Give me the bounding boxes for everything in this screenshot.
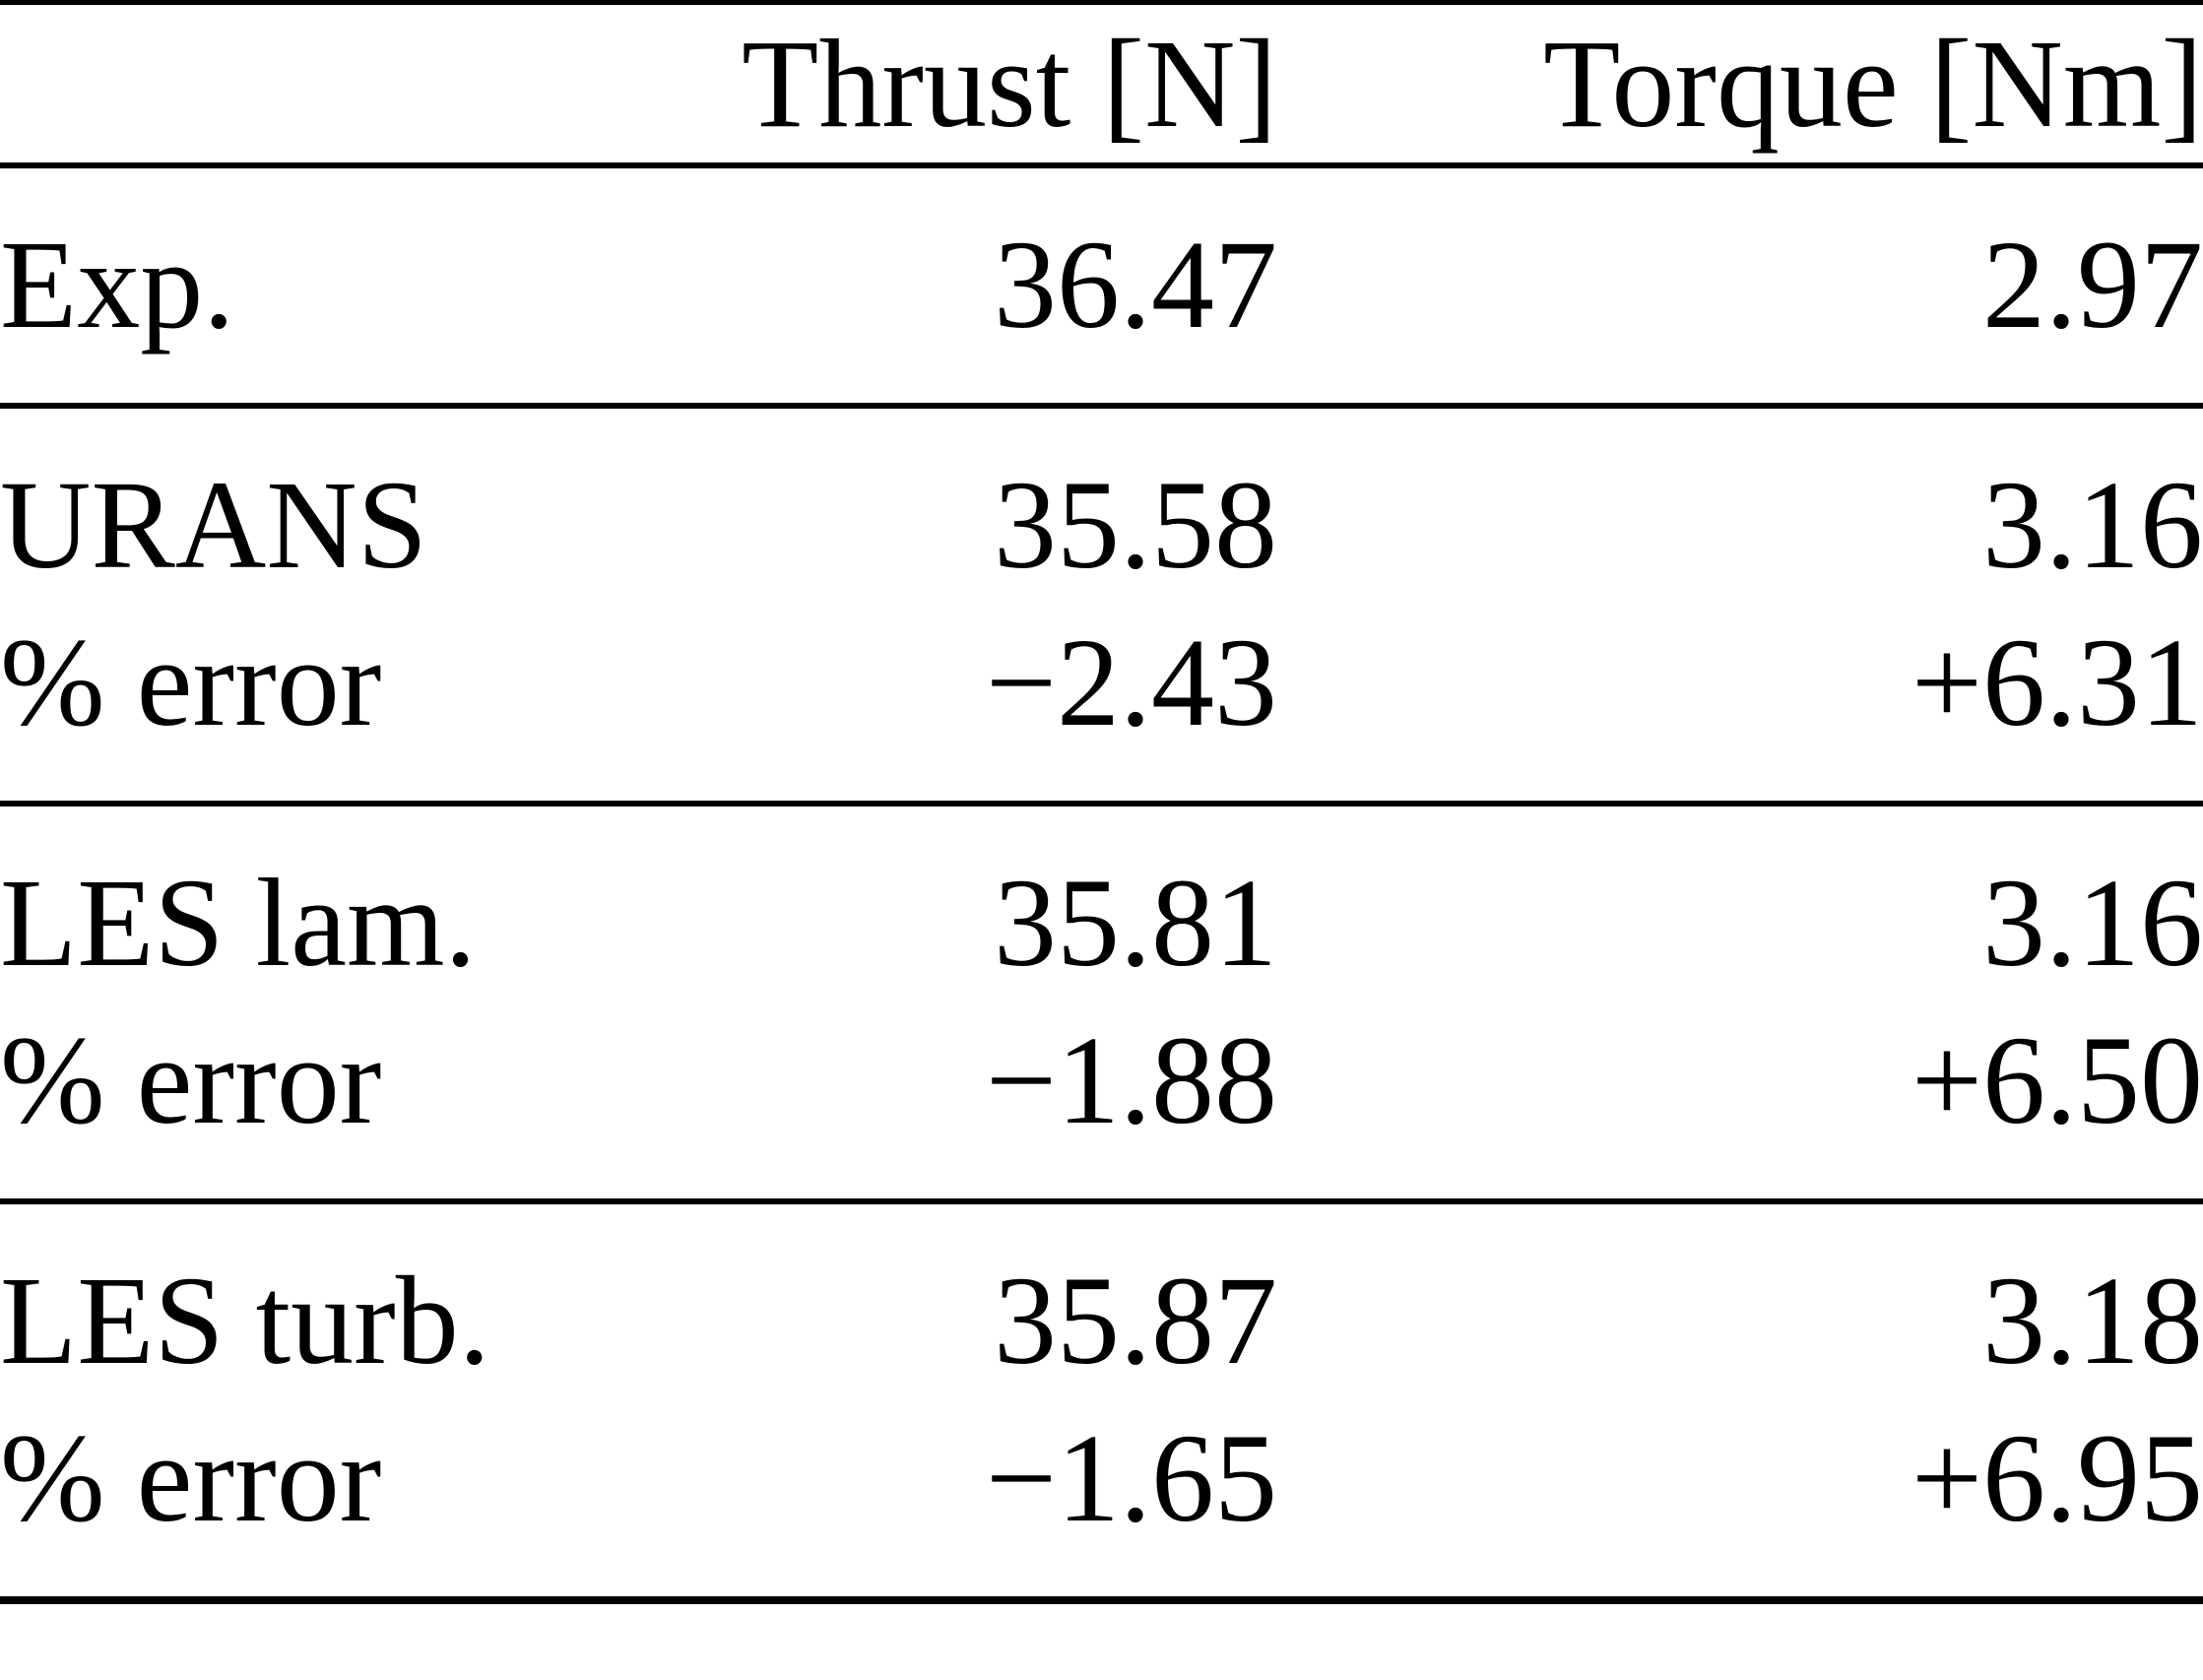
row-label: URANS: [0, 455, 427, 595]
table-row-les-turb: LES turb. 35.87 3.18: [0, 1201, 2203, 1399]
row-label: % error: [0, 1408, 382, 1548]
header-torque: Torque [Nm]: [1543, 14, 2203, 154]
torque-value: 3.16: [1982, 455, 2203, 595]
thrust-value: 35.81: [994, 853, 1277, 993]
thrust-error: −1.88: [985, 1010, 1277, 1150]
torque-value: 3.16: [1982, 853, 2203, 993]
table-row-les-turb-error: % error −1.65 +6.95: [0, 1399, 2203, 1600]
row-label: % error: [0, 1010, 382, 1150]
table-row-les-lam-error: % error −1.88 +6.50: [0, 1002, 2203, 1201]
table-row-exp: Exp. 36.47 2.97: [0, 165, 2203, 406]
table-row-urans-error: % error −2.43 +6.31: [0, 604, 2203, 804]
section-les-laminar: LES lam. 35.81 3.16 % error −1.88 +6.50: [0, 804, 2203, 1201]
thrust-value: 35.87: [994, 1251, 1277, 1390]
torque-value: 2.97: [1982, 215, 2203, 355]
header-empty-cell: [0, 3, 689, 166]
row-label: Exp.: [0, 215, 235, 355]
table-row-les-lam: LES lam. 35.81 3.16: [0, 804, 2203, 1002]
torque-error: +6.31: [1911, 613, 2203, 752]
thrust-value: 35.58: [994, 455, 1277, 595]
torque-value: 3.18: [1982, 1251, 2203, 1390]
thrust-error: −2.43: [985, 613, 1277, 752]
table-header: Thrust [N] Torque [Nm]: [0, 3, 2203, 166]
section-experiment: Exp. 36.47 2.97: [0, 165, 2203, 406]
row-label: % error: [0, 613, 382, 752]
section-urans: URANS 35.58 3.16 % error −2.43 +6.31: [0, 406, 2203, 804]
row-label: LES turb.: [0, 1251, 490, 1390]
section-les-turbulent: LES turb. 35.87 3.18 % error −1.65 +6.95: [0, 1201, 2203, 1600]
thrust-value: 36.47: [994, 215, 1277, 355]
results-table: Thrust [N] Torque [Nm] Exp. 36.47 2.97 U…: [0, 0, 2203, 1604]
table-row-urans: URANS 35.58 3.16: [0, 406, 2203, 604]
header-row: Thrust [N] Torque [Nm]: [0, 3, 2203, 166]
torque-error: +6.95: [1911, 1408, 2203, 1548]
torque-error: +6.50: [1911, 1010, 2203, 1150]
thrust-error: −1.65: [985, 1408, 1277, 1548]
row-label: LES lam.: [0, 853, 477, 993]
header-thrust: Thrust [N]: [742, 14, 1277, 154]
